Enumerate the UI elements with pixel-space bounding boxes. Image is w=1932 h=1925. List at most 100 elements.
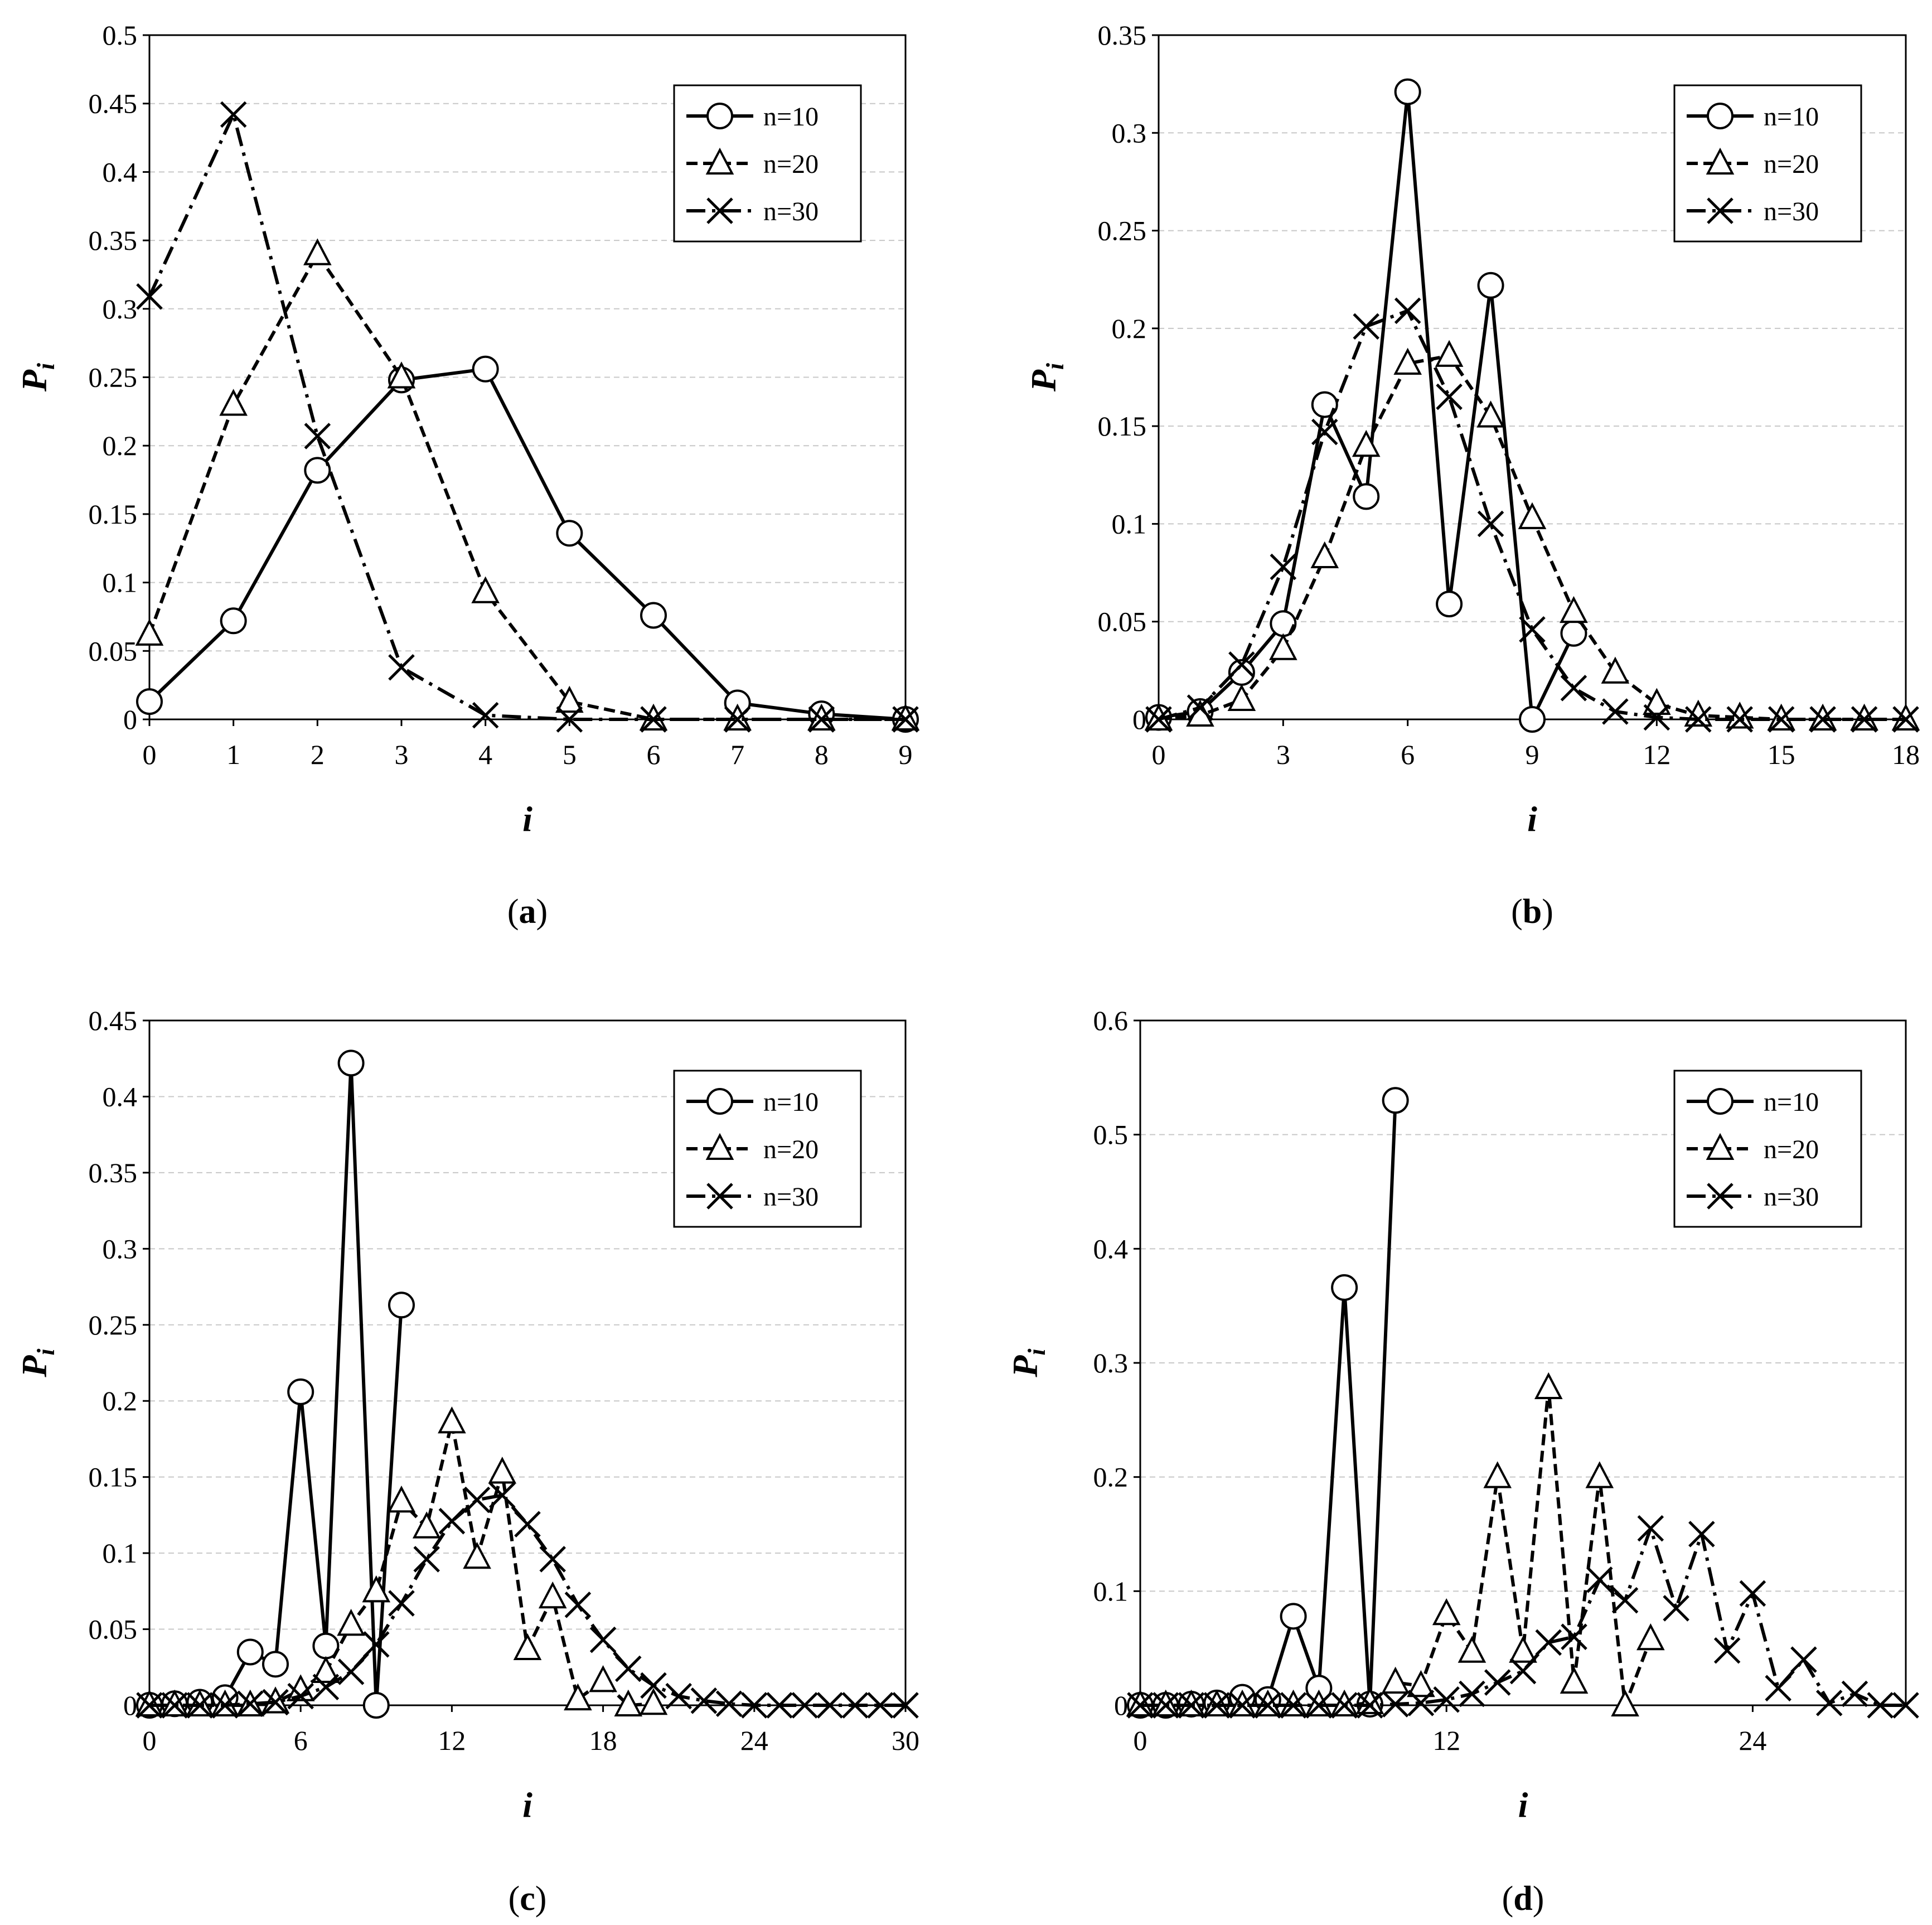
data-point-triangle	[1352, 429, 1381, 457]
x-tick-label: 18	[1892, 739, 1920, 770]
legend-label: n=20	[763, 149, 819, 179]
data-point-x	[1255, 1692, 1281, 1719]
legend-label: n=20	[763, 1135, 819, 1164]
legend: n=10 n=20 n=30	[673, 1070, 862, 1228]
x-tick-label: 7	[730, 739, 744, 770]
data-point-triangle	[555, 685, 584, 713]
data-point-triangle	[1227, 684, 1256, 711]
series-n-20	[1126, 1372, 1665, 1716]
data-point-x	[388, 1590, 415, 1617]
y-tick-label: 0.35	[1098, 20, 1147, 51]
data-point-x	[186, 1692, 214, 1719]
data-point-triangle	[471, 576, 500, 603]
data-point-x	[1407, 1690, 1435, 1716]
y-tick-label: 0	[1114, 1690, 1128, 1721]
series-n-30	[136, 1482, 919, 1719]
x-tick-label: 24	[740, 1725, 768, 1756]
data-point-x	[388, 654, 415, 681]
legend-label: n=20	[1764, 149, 1819, 179]
data-point-circle	[706, 103, 733, 129]
legend-label: n=30	[1764, 197, 1819, 226]
data-point-x	[892, 706, 919, 733]
data-point-x	[539, 1546, 566, 1573]
data-point-x	[1643, 704, 1670, 731]
data-point-x	[706, 1183, 733, 1210]
data-point-x	[1535, 1629, 1562, 1656]
data-point-x	[1739, 1580, 1766, 1607]
data-point-x	[1611, 1587, 1639, 1614]
data-point-x	[1892, 706, 1919, 733]
chart-panel-d: 0 0.1 0.2 0.3 0.4 0.5 0.6 0 12 24 n=10 n=20 n=30 i Pi (…	[1005, 1005, 1919, 1918]
data-point-circle	[1394, 78, 1421, 105]
y-tick-label: 0.05	[89, 635, 138, 666]
x-axis-title: i	[1518, 1785, 1528, 1825]
data-point-circle	[556, 520, 583, 547]
data-point-triangle	[1684, 699, 1713, 727]
data-point-x	[438, 1508, 466, 1535]
data-point-triangle	[312, 1656, 340, 1683]
data-point-triangle	[705, 1133, 734, 1160]
y-tick-label: 0	[1132, 704, 1146, 735]
data-point-x	[1228, 651, 1255, 678]
data-point-circle	[1331, 1274, 1358, 1301]
y-tick-label: 0.2	[1112, 313, 1147, 344]
data-point-x	[808, 706, 835, 733]
data-point-x	[867, 1692, 894, 1719]
series-line	[148, 113, 906, 721]
data-point-x	[1305, 1692, 1333, 1719]
x-tick-label: 1	[226, 739, 240, 770]
x-tick-label: 12	[1432, 1725, 1460, 1756]
data-point-x	[1707, 197, 1734, 224]
data-point-x	[724, 706, 751, 733]
series-n-30	[1127, 1515, 1919, 1719]
y-tick-label: 0.15	[89, 1462, 138, 1493]
y-tick-label: 0.3	[103, 293, 138, 325]
data-point-x	[1602, 698, 1629, 725]
data-point-triangle	[589, 1665, 617, 1692]
data-point-x	[1809, 706, 1836, 733]
data-point-x	[1685, 706, 1712, 733]
y-tick-label: 0.1	[103, 1537, 138, 1569]
data-point-circle	[220, 607, 247, 635]
data-point-x	[1394, 297, 1421, 325]
data-point-triangle	[463, 1541, 491, 1569]
chart-panel-b: 0 0.05 0.1 0.15 0.2 0.25 0.3 0.35 0 3 6 9 12 15 18 n=10…	[1024, 20, 1920, 931]
data-point-x	[615, 1655, 642, 1682]
data-point-x	[1433, 1686, 1460, 1713]
data-point-x	[816, 1692, 844, 1719]
data-point-triangle	[538, 1581, 567, 1609]
data-point-circle	[1707, 103, 1734, 129]
data-point-circle	[337, 1049, 365, 1077]
x-tick-label: 9	[1526, 739, 1539, 770]
y-tick-label: 0.45	[89, 88, 138, 119]
series-line	[1158, 90, 1576, 721]
data-point-triangle	[362, 1575, 391, 1603]
x-tick-label: 0	[143, 1725, 157, 1756]
series-line	[149, 1420, 654, 1707]
data-point-circle	[236, 1638, 264, 1666]
data-point-x	[1311, 418, 1338, 446]
x-tick-label: 5	[563, 739, 577, 770]
data-point-triangle	[1435, 340, 1464, 367]
data-point-circle	[1311, 391, 1338, 418]
data-point-x	[640, 1672, 667, 1699]
data-point-triangle	[614, 1689, 643, 1716]
data-point-x	[1867, 1692, 1894, 1719]
data-point-x	[1688, 1521, 1715, 1547]
data-point-x	[1145, 706, 1172, 733]
data-point-x	[640, 706, 667, 733]
data-point-x	[741, 1692, 768, 1719]
data-point-circle	[1477, 272, 1504, 299]
data-point-circle	[262, 1651, 289, 1678]
y-tick-label: 0.25	[89, 1309, 138, 1341]
data-point-x	[337, 1658, 365, 1685]
y-tick-label: 0.2	[1093, 1462, 1129, 1493]
data-point-x	[304, 423, 331, 449]
y-axis-title: Pi	[1005, 1348, 1050, 1378]
series-n-20	[135, 1406, 668, 1716]
data-point-triangle	[135, 618, 164, 646]
data-point-x	[1726, 706, 1753, 733]
plot-area	[148, 34, 907, 720]
plot-area	[1139, 1019, 1907, 1706]
x-tick-label: 3	[395, 739, 409, 770]
